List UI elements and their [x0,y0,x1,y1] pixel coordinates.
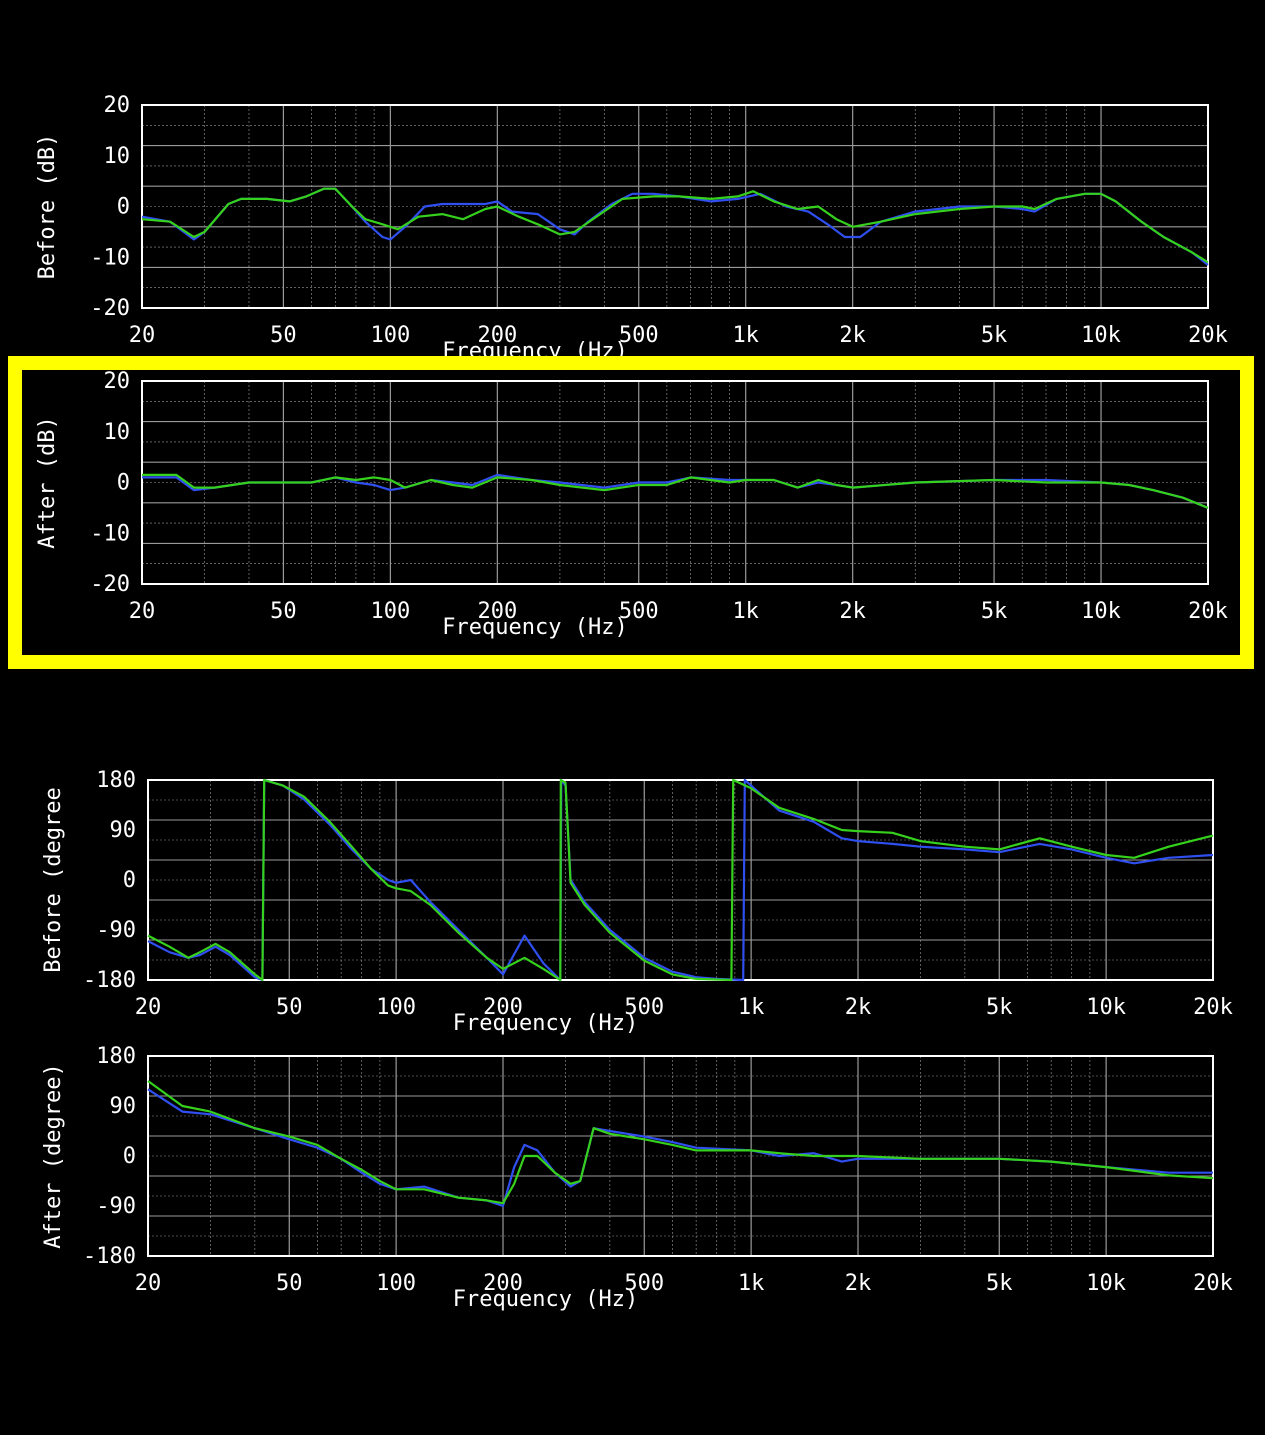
plot-frame [141,380,1209,585]
y-tick-label: 10 [104,144,131,169]
x-tick-label: 2k [839,599,866,624]
x-tick-label: 5k [981,599,1008,624]
x-tick-label: 100 [376,995,416,1020]
series-line-1 [147,1080,1214,1205]
x-tick-label: 5k [986,1271,1013,1296]
y-tick-label: 0 [123,1144,136,1169]
x-tick-label: 200 [483,1271,523,1296]
x-tick-label: 10k [1086,995,1126,1020]
y-tick-label: 180 [96,768,136,793]
grid [147,780,1214,980]
series-line-1 [147,778,1214,982]
y-tick-label: 180 [96,1044,136,1069]
x-tick-label: 20k [1188,323,1228,348]
x-tick-label: 2k [845,995,872,1020]
x-tick-label: 20 [135,995,162,1020]
y-tick-label: 0 [117,195,130,220]
x-tick-label: 20k [1193,1271,1233,1296]
x-tick-label: 200 [483,995,523,1020]
x-tick-label: 20k [1188,599,1228,624]
y-tick-label: -90 [96,918,136,943]
x-tick-label: 1k [738,995,765,1020]
x-tick-label: 2k [845,1271,872,1296]
x-axis-label: Frequency (Hz) [442,339,627,364]
x-tick-label: 100 [370,599,410,624]
y-tick-label: 0 [123,868,136,893]
x-tick-label: 20 [135,1271,162,1296]
x-tick-label: 5k [986,995,1013,1020]
x-tick-label: 100 [370,323,410,348]
y-tick-label: 90 [110,818,137,843]
series-line-1 [141,187,1209,264]
y-tick-label: -180 [83,1244,136,1269]
x-tick-label: 50 [276,1271,303,1296]
x-tick-label: 1k [732,323,759,348]
y-tick-label: -180 [83,968,136,993]
y-axis-label: Before (dB) [35,134,60,280]
x-axis-label: Frequency (Hz) [453,1011,638,1036]
x-tick-label: 20 [129,323,156,348]
x-tick-label: 1k [738,1271,765,1296]
x-tick-label: 10k [1081,599,1121,624]
x-tick-label: 50 [276,995,303,1020]
x-tick-label: 20 [129,599,156,624]
y-tick-label: -10 [90,245,130,270]
x-axis-label: Frequency (Hz) [442,615,627,640]
x-tick-label: 10k [1086,1271,1126,1296]
grid [147,1056,1214,1256]
x-tick-label: 50 [270,599,297,624]
y-axis-label: Before (degree [41,787,66,972]
x-tick-label: 200 [477,323,517,348]
x-tick-label: 500 [619,599,659,624]
x-tick-label: 50 [270,323,297,348]
series-line-1 [142,473,1209,509]
x-tick-label: 500 [624,1271,664,1296]
x-tick-label: 20k [1193,995,1233,1020]
y-tick-label: -20 [90,296,130,321]
x-tick-label: 100 [376,1271,416,1296]
x-tick-label: 500 [619,323,659,348]
y-tick-label: 90 [110,1094,137,1119]
x-tick-label: 500 [624,995,664,1020]
x-tick-label: 10k [1081,323,1121,348]
plot-frame [147,779,1214,981]
x-tick-label: 1k [732,599,759,624]
y-tick-label: 20 [104,369,131,394]
grid [141,381,1209,584]
y-tick-label: -90 [96,1194,136,1219]
y-tick-label: -20 [90,572,130,597]
y-axis-label: After (degree) [41,1063,66,1248]
grid [141,105,1209,308]
y-axis-label: After (dB) [35,416,60,548]
plot-frame [147,1055,1214,1257]
plot-frame [141,104,1209,309]
x-tick-label: 5k [981,323,1008,348]
y-tick-label: 0 [117,471,130,496]
x-axis-label: Frequency (Hz) [453,1287,638,1312]
x-tick-label: 200 [477,599,517,624]
y-tick-label: 10 [104,420,131,445]
y-tick-label: 20 [104,93,131,118]
x-tick-label: 2k [839,323,866,348]
y-tick-label: -10 [90,521,130,546]
